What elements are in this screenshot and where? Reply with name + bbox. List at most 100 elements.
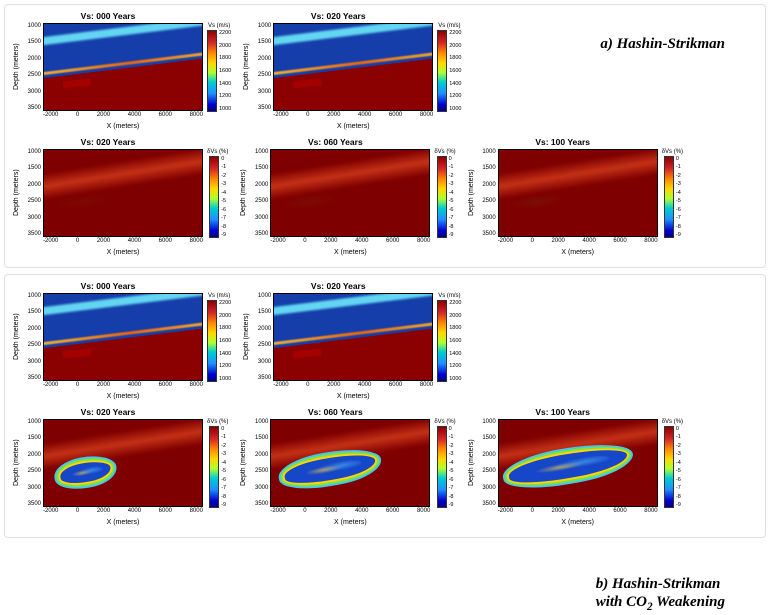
colorbar-tick: -6 xyxy=(221,477,226,483)
dvs-change-band xyxy=(43,419,203,471)
y-tick: 1500 xyxy=(252,435,268,441)
x-tick: 0 xyxy=(76,112,79,123)
y-label: Depth (meters) xyxy=(13,419,25,507)
panel: Vs: 020 YearsDepth (meters)1000150020002… xyxy=(243,11,461,133)
y-tick: 2500 xyxy=(25,72,41,78)
x-tick: 2000 xyxy=(327,112,340,123)
colorbar-body: 2200200018001600140012001000 xyxy=(437,30,461,112)
y-tick: 1000 xyxy=(252,149,268,155)
colorbar-tick: -9 xyxy=(449,502,454,508)
x-tick: 8000 xyxy=(190,112,203,123)
x-tick: 6000 xyxy=(613,508,626,519)
x-tick: -2000 xyxy=(43,238,58,249)
x-tick: 6000 xyxy=(389,382,402,393)
colorbar-vs: Vs (m/s)2200200018001600140012001000 xyxy=(207,293,231,382)
colorbar-tick: -2 xyxy=(676,443,681,449)
colorbar-tick: -5 xyxy=(449,468,454,474)
colorbar-tick: -8 xyxy=(221,224,226,230)
colorbar-tick: -4 xyxy=(449,190,454,196)
x-tick: 0 xyxy=(76,238,79,249)
x-label: X (meters) xyxy=(270,519,430,529)
y-tick: 3000 xyxy=(255,359,271,365)
colorbar-tick: 1000 xyxy=(219,106,231,112)
y-tick: 1000 xyxy=(25,293,41,299)
x-tick: 8000 xyxy=(417,508,430,519)
y-tick: 2000 xyxy=(255,56,271,62)
x-tick: 8000 xyxy=(420,382,433,393)
colorbar-ticks: 0-1-2-3-4-5-6-7-8-9 xyxy=(447,426,454,508)
y-label: Depth (meters) xyxy=(243,293,255,381)
colorbar-tick: -5 xyxy=(221,468,226,474)
colorbar-ticks: 2200200018001600140012001000 xyxy=(217,30,231,112)
colorbar-gradient xyxy=(437,30,447,112)
x-label: X (meters) xyxy=(498,519,658,529)
vs-anomaly xyxy=(293,348,322,358)
colorbar-tick: 1000 xyxy=(219,376,231,382)
axes-grid: Depth (meters)100015002000250030003500-2… xyxy=(243,293,433,403)
heatmap xyxy=(270,149,430,237)
colorbar-tick: -1 xyxy=(221,434,226,440)
axes-grid: Depth (meters)100015002000250030003500-2… xyxy=(13,23,203,133)
colorbar-tick: -7 xyxy=(221,485,226,491)
plot-wrap: Vs: 060 YearsDepth (meters)1000150020002… xyxy=(240,407,430,529)
colorbar-tick: -9 xyxy=(221,232,226,238)
colorbar-tick: 2000 xyxy=(449,43,461,49)
colorbar-title: δVs (%) xyxy=(207,419,228,425)
plot-wrap: Vs: 020 YearsDepth (meters)1000150020002… xyxy=(13,407,203,529)
x-tick: 8000 xyxy=(420,112,433,123)
y-tick: 1000 xyxy=(25,149,41,155)
x-tick: 2000 xyxy=(327,382,340,393)
y-tick: 1500 xyxy=(255,39,271,45)
colorbar-tick: -7 xyxy=(449,485,454,491)
x-tick: 2000 xyxy=(552,238,565,249)
colorbar-tick: -2 xyxy=(221,173,226,179)
colorbar-tick: -7 xyxy=(676,215,681,221)
plot-wrap: Vs: 020 YearsDepth (meters)1000150020002… xyxy=(13,137,203,259)
colorbar-tick: -4 xyxy=(676,190,681,196)
colorbar-tick: -5 xyxy=(676,198,681,204)
x-tick: -2000 xyxy=(498,238,513,249)
y-tick: 2000 xyxy=(25,326,41,332)
plot-wrap: Vs: 060 YearsDepth (meters)1000150020002… xyxy=(240,137,430,259)
colorbar-tick: 1200 xyxy=(219,93,231,99)
colorbar-tick: -8 xyxy=(449,494,454,500)
section-b-row1: Vs: 000 YearsDepth (meters)1000150020002… xyxy=(13,281,757,403)
colorbar-tick: 1600 xyxy=(449,338,461,344)
y-tick: 1500 xyxy=(480,165,496,171)
x-ticks: -200002000400060008000 xyxy=(270,237,430,249)
panel: Vs: 000 YearsDepth (meters)1000150020002… xyxy=(13,11,231,133)
colorbar-tick: -6 xyxy=(449,207,454,213)
y-ticks: 100015002000250030003500 xyxy=(480,149,498,237)
x-tick: 4000 xyxy=(358,382,371,393)
section-b-title-line1: b) Hashin-Strikman xyxy=(596,576,721,592)
x-tick: 4000 xyxy=(355,238,368,249)
section-a: a) Hashin-Strikman Vs: 000 YearsDepth (m… xyxy=(4,4,766,268)
colorbar-ticks: 2200200018001600140012001000 xyxy=(217,300,231,382)
x-tick: -2000 xyxy=(498,508,513,519)
x-tick: 6000 xyxy=(159,508,172,519)
panel: Vs: 020 YearsDepth (meters)1000150020002… xyxy=(13,407,228,529)
y-label: Depth (meters) xyxy=(13,149,25,237)
colorbar-tick: -5 xyxy=(676,468,681,474)
y-tick: 3000 xyxy=(25,359,41,365)
x-tick: 6000 xyxy=(159,112,172,123)
colorbar-gradient xyxy=(437,300,447,382)
x-tick: 2000 xyxy=(324,508,337,519)
x-tick: 8000 xyxy=(644,238,657,249)
colorbar-title: δVs (%) xyxy=(207,149,228,155)
y-tick: 1000 xyxy=(25,23,41,29)
y-tick: 2000 xyxy=(252,452,268,458)
x-ticks: -200002000400060008000 xyxy=(270,507,430,519)
colorbar-gradient xyxy=(437,426,447,508)
x-tick: 8000 xyxy=(417,238,430,249)
colorbar-tick: 1400 xyxy=(219,81,231,87)
colorbar-tick: -1 xyxy=(676,164,681,170)
y-tick: 3000 xyxy=(480,485,496,491)
x-tick: 4000 xyxy=(128,382,141,393)
colorbar-tick: 2000 xyxy=(219,313,231,319)
heatmap xyxy=(43,419,203,507)
colorbar-tick: -2 xyxy=(676,173,681,179)
x-tick: -2000 xyxy=(270,508,285,519)
panel-title: Vs: 020 Years xyxy=(81,407,136,417)
colorbar-dvs: δVs (%)0-1-2-3-4-5-6-7-8-9 xyxy=(207,149,228,238)
